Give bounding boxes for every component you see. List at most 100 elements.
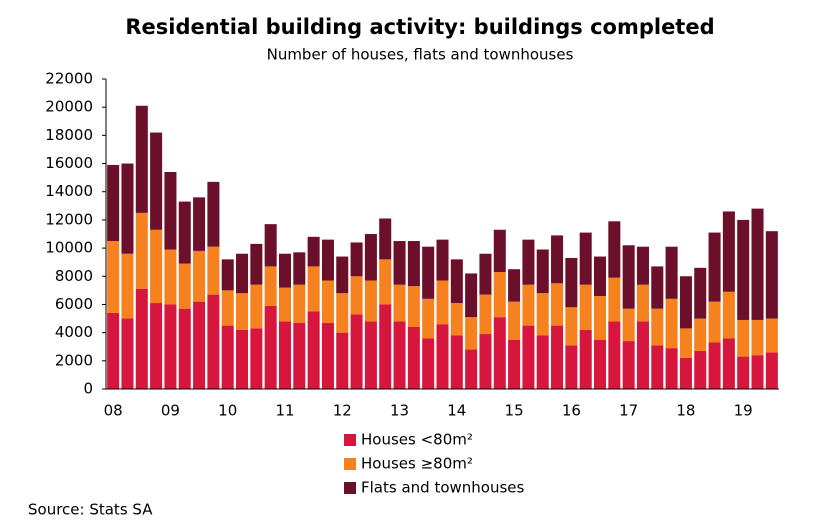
bar-segment [737, 219, 750, 320]
bar-segment [493, 272, 506, 318]
bar-segment [636, 246, 649, 285]
bar-segment [321, 239, 334, 281]
bar-segment [293, 252, 306, 285]
bar-segment [522, 239, 535, 285]
bar-segment [565, 257, 578, 308]
bar-segment [307, 266, 320, 312]
bar-segment [236, 329, 249, 389]
bar-segment [679, 276, 692, 329]
bar-segment [708, 301, 721, 343]
legend-label: Houses ≥80m² [361, 455, 473, 473]
bar-segment [708, 232, 721, 302]
bar-segment [422, 246, 435, 299]
bar-segment [207, 294, 220, 389]
bar-segment [751, 208, 764, 320]
bar-segment [765, 318, 778, 353]
bar-segment [164, 304, 177, 389]
x-tick-label: 13 [390, 402, 409, 420]
bar-segment [479, 294, 492, 335]
bar-segment [694, 350, 707, 389]
bar-segment [278, 253, 292, 288]
bar-segment [751, 319, 764, 356]
bar-segment [236, 253, 249, 294]
bar-segment [679, 358, 692, 389]
x-tick-label: 10 [218, 402, 237, 420]
chart-subtitle: Number of houses, flats and townhouses [267, 46, 574, 64]
legend-swatch [344, 482, 356, 494]
bar-segment [393, 284, 406, 322]
bar-segment [722, 211, 735, 292]
bar-segment [393, 321, 406, 389]
bar-segment [264, 224, 277, 267]
bar-segment [364, 234, 377, 281]
bar-segment [422, 338, 435, 389]
bar-segment [135, 105, 148, 213]
bar-segment [479, 334, 492, 389]
x-tick-label: 15 [505, 402, 524, 420]
bar-segment [665, 348, 678, 389]
bar-segment [164, 172, 177, 250]
bar-segment [722, 291, 735, 339]
y-tick-label: 4000 [55, 323, 93, 341]
bar-segment [579, 284, 592, 330]
bar-segment [436, 324, 449, 389]
bar-segment [164, 249, 177, 305]
y-tick-label: 16000 [45, 154, 93, 172]
bar-segment [407, 327, 420, 389]
bar-segment [193, 301, 206, 389]
bar-segment [422, 298, 435, 339]
bar-segment [622, 245, 635, 309]
bar-segment [522, 284, 535, 326]
bar-segment [522, 325, 535, 389]
bar-segment [737, 319, 750, 357]
bar-segment [551, 325, 564, 389]
bar-segment [450, 259, 463, 304]
bar-segment [465, 349, 478, 389]
bar-segment [264, 266, 277, 306]
bar-segment [651, 345, 664, 389]
bar-segment [307, 236, 320, 267]
bar-segment [135, 212, 148, 289]
bar-segment [665, 246, 678, 299]
bar-segment [565, 345, 578, 389]
chart-title: Residential building activity: buildings… [125, 15, 714, 39]
bar-segment [593, 296, 607, 340]
bar-segment [765, 231, 778, 319]
bar-segment [651, 266, 664, 309]
x-tick-label: 17 [619, 402, 638, 420]
bar-segment [665, 298, 678, 349]
bar-segment [436, 280, 449, 325]
bar-segment [150, 229, 163, 304]
bar-segment [336, 293, 349, 333]
bar-segment [493, 229, 506, 273]
bar-segment [651, 308, 664, 346]
bar-segment [551, 283, 564, 326]
bar-segment [264, 305, 277, 389]
legend-swatch [344, 458, 356, 470]
legend-swatch [344, 434, 356, 446]
bar-segment [593, 339, 607, 389]
bar-segment [579, 329, 592, 389]
bar-segment [465, 317, 478, 350]
bar-segment [636, 284, 649, 322]
y-tick-label: 12000 [45, 210, 93, 228]
y-tick-label: 2000 [55, 351, 93, 369]
bar-segment [350, 314, 363, 389]
bar-segment [765, 352, 778, 389]
bar-segment [364, 280, 377, 322]
bar-segment [178, 263, 191, 309]
bar-segment [636, 321, 649, 389]
bar-segment [493, 317, 506, 389]
bar-segment [551, 235, 564, 284]
bar-segment [450, 303, 463, 336]
y-tick-label: 8000 [55, 267, 93, 285]
x-tick-label: 08 [104, 402, 123, 420]
legend-label: Flats and townhouses [361, 479, 525, 497]
bar-segment [307, 311, 320, 389]
bar-segment [364, 321, 377, 389]
bar-segment [107, 164, 120, 242]
y-tick-label: 18000 [45, 126, 93, 144]
bar-segment [250, 328, 263, 389]
bar-segment [407, 241, 420, 287]
bar-segment [207, 246, 220, 295]
